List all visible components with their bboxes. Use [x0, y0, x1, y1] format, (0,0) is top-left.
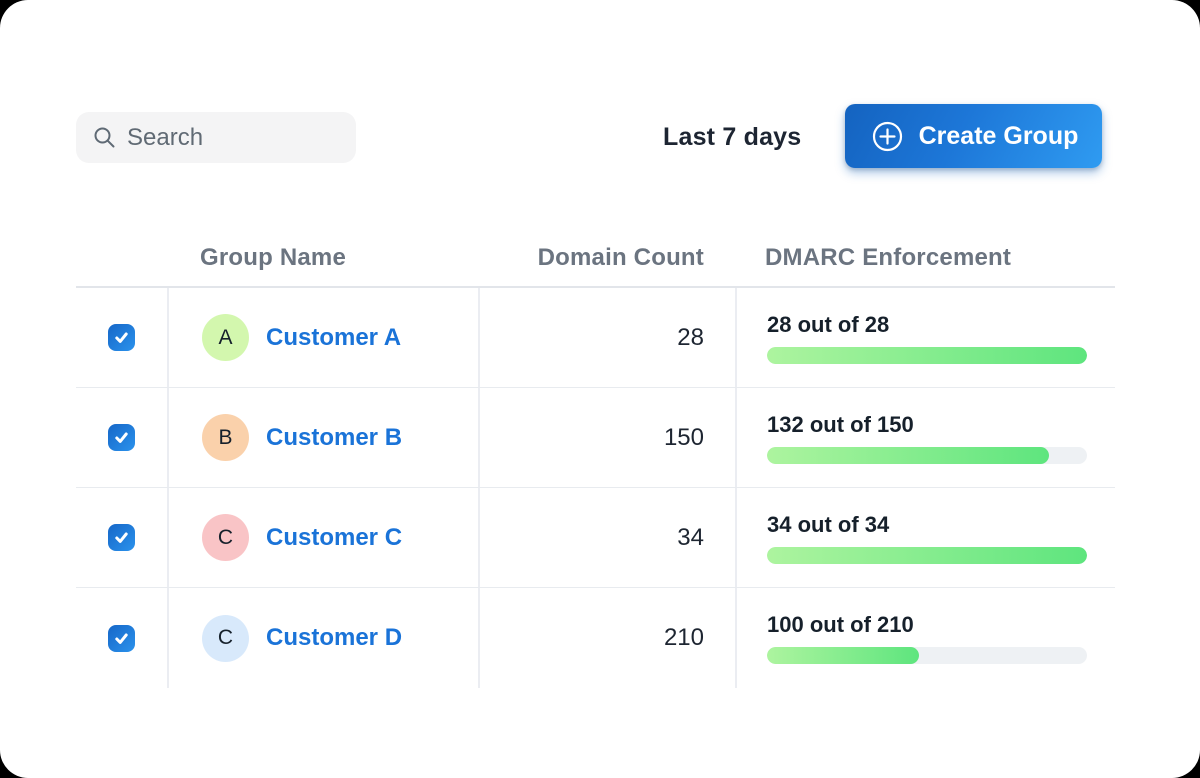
table-row: B Customer B 150 132 out of 150 [76, 388, 1115, 488]
dmarc-enforcement-cell: 28 out of 28 [735, 288, 1115, 387]
dmarc-progress-bar [767, 447, 1087, 464]
dmarc-progress-label: 28 out of 28 [767, 312, 889, 338]
table-row: A Customer A 28 28 out of 28 [76, 288, 1115, 388]
checkmark-icon [113, 429, 130, 446]
dmarc-progress-label: 100 out of 210 [767, 612, 914, 638]
domain-count-cell: 34 [478, 488, 735, 587]
date-range-label[interactable]: Last 7 days [663, 123, 801, 152]
domain-count-value: 210 [664, 624, 704, 652]
groups-table: Group Name Domain Count DMARC Enforcemen… [76, 230, 1115, 688]
group-name-cell: B Customer B [167, 388, 478, 487]
domain-count-value: 28 [677, 324, 704, 352]
group-name-cell: C Customer C [167, 488, 478, 587]
dmarc-progress-bar [767, 647, 1087, 664]
dmarc-progress-fill [767, 647, 919, 664]
group-name-link[interactable]: Customer D [266, 624, 402, 652]
table-body: A Customer A 28 28 out of 28 B Cus [76, 288, 1115, 688]
avatar-letter: C [218, 626, 233, 650]
table-row: C Customer C 34 34 out of 34 [76, 488, 1115, 588]
select-cell [76, 388, 167, 487]
table-row: C Customer D 210 100 out of 210 [76, 588, 1115, 688]
dmarc-progress-label: 132 out of 150 [767, 412, 914, 438]
page-card: Last 7 days Create Group Group Name Doma… [0, 0, 1200, 778]
domain-count-value: 34 [677, 524, 704, 552]
select-cell [76, 588, 167, 688]
group-name-link[interactable]: Customer C [266, 524, 402, 552]
dmarc-progress-bar [767, 547, 1087, 564]
search-box[interactable] [76, 112, 356, 163]
dmarc-enforcement-cell: 34 out of 34 [735, 488, 1115, 587]
dmarc-progress-fill [767, 347, 1087, 364]
dmarc-enforcement-cell: 100 out of 210 [735, 588, 1115, 688]
row-checkbox[interactable] [108, 324, 135, 351]
checkmark-icon [113, 529, 130, 546]
domain-count-value: 150 [664, 424, 704, 452]
select-cell [76, 288, 167, 387]
checkmark-icon [113, 329, 130, 346]
row-checkbox[interactable] [108, 524, 135, 551]
domain-count-cell: 28 [478, 288, 735, 387]
domain-count-cell: 210 [478, 588, 735, 688]
dmarc-progress-fill [767, 547, 1087, 564]
group-name-cell: A Customer A [167, 288, 478, 387]
column-header-dmarc-enforcement: DMARC Enforcement [735, 244, 1115, 272]
plus-circle-icon [869, 118, 906, 155]
row-checkbox[interactable] [108, 625, 135, 652]
avatar: C [202, 615, 249, 662]
group-name-link[interactable]: Customer B [266, 424, 402, 452]
table-header-row: Group Name Domain Count DMARC Enforcemen… [76, 230, 1115, 288]
create-group-button-label: Create Group [919, 122, 1079, 151]
group-name-link[interactable]: Customer A [266, 324, 401, 352]
avatar: A [202, 314, 249, 361]
group-name-cell: C Customer D [167, 588, 478, 688]
search-input[interactable] [127, 124, 340, 152]
dmarc-enforcement-cell: 132 out of 150 [735, 388, 1115, 487]
dmarc-progress-label: 34 out of 34 [767, 512, 889, 538]
avatar-letter: A [218, 326, 232, 350]
select-cell [76, 488, 167, 587]
avatar: B [202, 414, 249, 461]
domain-count-cell: 150 [478, 388, 735, 487]
checkmark-icon [113, 630, 130, 647]
dmarc-progress-fill [767, 447, 1049, 464]
column-header-group-name: Group Name [167, 244, 478, 272]
search-icon [92, 125, 117, 150]
avatar: C [202, 514, 249, 561]
avatar-letter: C [218, 526, 233, 550]
column-header-domain-count: Domain Count [478, 244, 735, 272]
create-group-button[interactable]: Create Group [845, 104, 1102, 168]
avatar-letter: B [218, 426, 232, 450]
dmarc-progress-bar [767, 347, 1087, 364]
row-checkbox[interactable] [108, 424, 135, 451]
